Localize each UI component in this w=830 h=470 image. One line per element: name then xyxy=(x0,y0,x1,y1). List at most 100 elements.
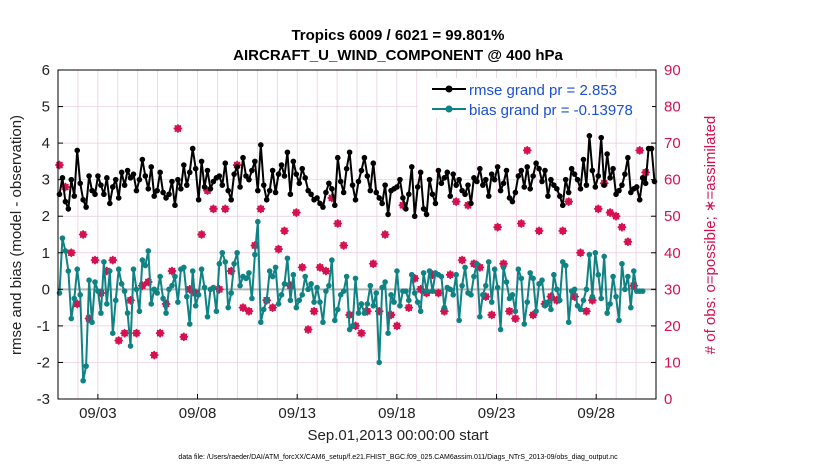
y-tick-label: 2 xyxy=(42,208,50,225)
obs-assimilated-marker xyxy=(434,288,443,298)
bias-series-point xyxy=(533,308,539,315)
bias-series-point xyxy=(595,271,602,278)
legend-bias-label: bias grand pr = -0.13978 xyxy=(469,102,633,119)
y-tick-label: -1 xyxy=(37,318,50,335)
obs-assimilated-marker xyxy=(380,230,390,239)
rmse-series-point xyxy=(86,173,92,179)
bias-series-point xyxy=(580,297,587,304)
asterisk-stroke xyxy=(156,329,164,337)
rmse-series-point xyxy=(527,186,533,192)
rmse-series-point xyxy=(178,186,184,192)
bias-series-point xyxy=(175,299,181,305)
rmse-series-point xyxy=(373,189,380,196)
bias-series-point xyxy=(139,257,146,263)
rmse-series-point xyxy=(633,184,640,190)
bias-series-point xyxy=(426,268,433,274)
rmse-series-point xyxy=(331,202,338,209)
rmse-series-point xyxy=(195,196,202,203)
bias-series-point xyxy=(77,292,84,298)
bias-series-point xyxy=(68,315,75,322)
bias-series-point xyxy=(388,292,394,298)
bias-series-point xyxy=(355,310,362,316)
asterisk-stroke xyxy=(310,307,318,315)
rmse-series-point xyxy=(68,176,75,183)
bias-series-point xyxy=(571,286,578,293)
rmse-series-point xyxy=(266,187,273,194)
asterisk-stroke xyxy=(446,271,454,279)
bias-series-point xyxy=(548,306,554,313)
rmse-series-point xyxy=(145,186,152,192)
bias-series-point xyxy=(459,282,465,289)
rmse-series-point xyxy=(293,171,300,177)
bias-series-point xyxy=(326,282,332,289)
rmse-series-point xyxy=(71,193,78,199)
rmse-series-point xyxy=(166,191,172,198)
asterisk-stroke xyxy=(535,227,543,235)
rmse-series-point xyxy=(521,184,528,190)
bias-series-point xyxy=(121,288,128,294)
bias-series-point xyxy=(136,308,143,315)
asterisk-stroke xyxy=(180,333,188,341)
bias-series-point xyxy=(308,281,314,287)
rmse-series-point xyxy=(432,200,439,207)
bias-series-point xyxy=(269,273,276,280)
rmse-series-point xyxy=(121,182,128,188)
series-layer xyxy=(55,124,658,384)
obs-assimilated-marker xyxy=(90,255,100,265)
obs-assimilated-marker xyxy=(108,255,118,265)
bias-series-point xyxy=(249,295,255,302)
y2-tick-label: 30 xyxy=(664,281,681,298)
rmse-series-point xyxy=(175,176,181,183)
bias-series-point xyxy=(524,299,531,305)
bias-series-point xyxy=(80,377,86,384)
bias-series-point xyxy=(290,271,297,278)
rmse-series-point xyxy=(480,182,486,188)
obs-assimilated-marker xyxy=(534,226,544,236)
bias-series-point xyxy=(551,271,557,278)
rmse-series-point xyxy=(554,186,560,192)
bias-series-point xyxy=(302,273,308,280)
bias-series-point xyxy=(500,264,507,271)
obs-assimilated-marker xyxy=(368,259,378,269)
obs-assimilated-marker xyxy=(167,266,177,276)
asterisk-stroke xyxy=(79,231,87,238)
rmse-series-point xyxy=(426,176,433,183)
rmse-series-point xyxy=(616,187,622,194)
bias-series-point xyxy=(222,259,229,265)
rmse-series-point xyxy=(222,160,229,167)
bias-series-point xyxy=(133,286,140,293)
rmse-series-point xyxy=(604,151,610,157)
bias-series-point xyxy=(349,323,356,329)
bias-series-point xyxy=(225,304,232,311)
bias-series-point xyxy=(260,306,267,313)
rmse-series-point xyxy=(565,189,572,196)
y2-tick-label: 80 xyxy=(664,99,681,116)
bias-series-point xyxy=(456,317,462,324)
rmse-series-point xyxy=(568,165,575,172)
bias-series-point xyxy=(275,301,282,307)
bias-series-point xyxy=(497,326,504,333)
bias-series-point xyxy=(213,308,220,315)
obs-assimilated-marker xyxy=(149,350,159,360)
obs-assimilated-marker xyxy=(605,208,615,217)
bias-series-point xyxy=(293,304,300,311)
bias-series-point xyxy=(358,301,365,307)
asterisk-stroke xyxy=(488,311,496,319)
bias-series-point xyxy=(317,299,323,305)
rmse-series-point xyxy=(246,176,252,183)
bias-series-point xyxy=(411,290,418,296)
bias-series-point xyxy=(320,319,326,326)
bias-series-point xyxy=(491,266,498,273)
bias-series-point xyxy=(83,363,89,369)
bias-series-point xyxy=(397,302,403,309)
bias-series-point xyxy=(616,317,622,324)
rmse-series-point xyxy=(406,191,412,198)
rmse-series-point xyxy=(278,162,285,168)
rmse-series-point xyxy=(438,180,445,187)
bias-series-point xyxy=(263,297,270,304)
obs-assimilated-marker xyxy=(576,248,585,258)
obs-assimilated-marker xyxy=(333,219,343,228)
rmse-series-point xyxy=(275,171,282,177)
asterisk-stroke xyxy=(275,245,282,253)
